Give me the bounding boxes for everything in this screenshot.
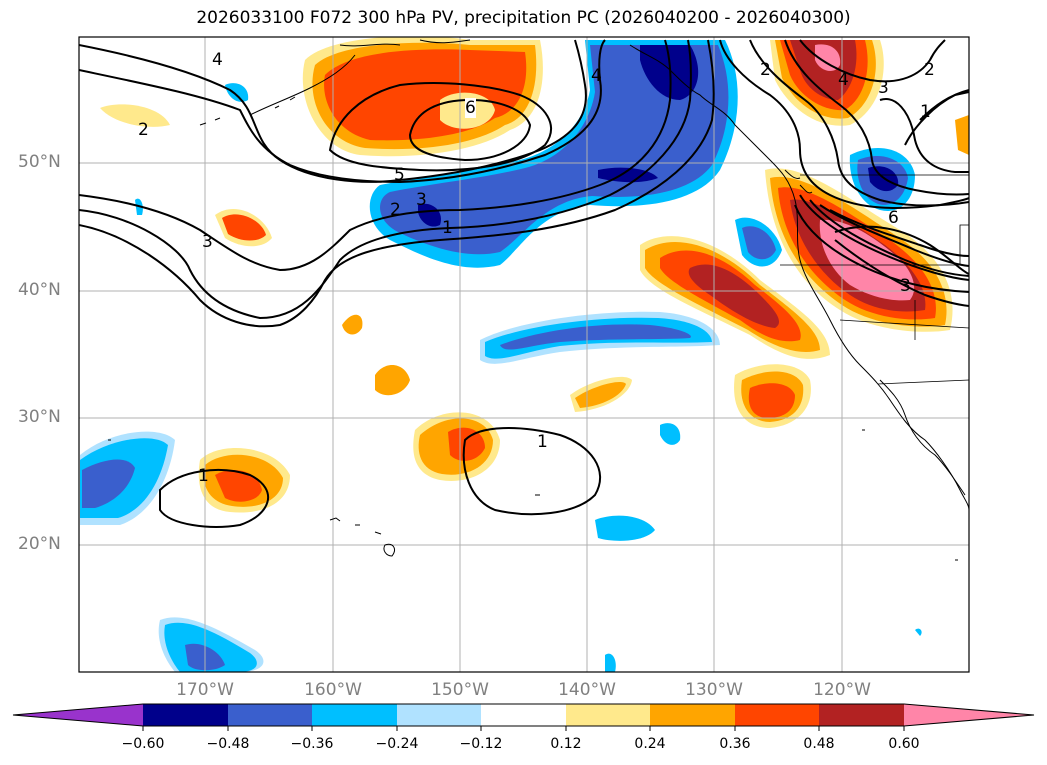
graticule: [79, 37, 969, 672]
lon-label-140w: 140°W: [558, 680, 616, 700]
colorbar-tick-label: 0.24: [634, 736, 666, 752]
lat-label-50n: 50°N: [18, 152, 61, 172]
contour-label: 4: [212, 50, 223, 70]
colorbar-tick-label: −0.36: [290, 736, 334, 752]
contour-label: 1: [198, 466, 209, 486]
colorbar: [12, 703, 1035, 731]
contour-label: 1: [920, 102, 931, 122]
map-area: [79, 37, 969, 672]
colorbar-tick-label: −0.60: [121, 736, 165, 752]
contour-label: 1: [537, 432, 548, 452]
colorbar-extend-low: [13, 704, 143, 726]
contour-label: 3: [202, 232, 213, 252]
contour-label: 2: [760, 60, 771, 80]
lon-label-160w: 160°W: [304, 680, 362, 700]
lon-label-130w: 130°W: [685, 680, 743, 700]
colorbar-tick-label: −0.24: [375, 736, 419, 752]
lon-label-150w: 150°W: [431, 680, 489, 700]
colorbar-tick-label: −0.48: [206, 736, 250, 752]
colorbar-tick-label: −0.12: [459, 736, 503, 752]
colorbar-extend-high: [904, 704, 1034, 726]
map-frame: [78, 36, 970, 673]
colorbar-tick-label: 0.48: [803, 736, 835, 752]
contour-label: 2: [924, 60, 935, 80]
contour-label: 6: [465, 98, 476, 118]
contour-label: 1: [442, 218, 453, 238]
contour-label: 6: [888, 208, 899, 228]
colorbar-tick-label: 0.60: [888, 736, 920, 752]
contour-label: 2: [138, 120, 149, 140]
contour-label: 5: [394, 165, 405, 185]
coastlines: [108, 39, 969, 561]
contour-label: 2: [390, 200, 401, 220]
lon-label-120w: 120°W: [813, 680, 871, 700]
lat-label-40n: 40°N: [18, 280, 61, 300]
contour-label: 4: [591, 66, 602, 86]
contour-label: 3: [878, 78, 889, 98]
colorbar-tick-label: 0.36: [719, 736, 751, 752]
contour-label: 3: [416, 190, 427, 210]
contour-label: 4: [838, 70, 849, 90]
map-title: 2026033100 F072 300 hPa PV, precipitatio…: [196, 8, 851, 28]
lat-label-20n: 20°N: [18, 534, 61, 554]
pv-contours: [79, 39, 969, 528]
contour-label: 3: [900, 276, 911, 296]
lat-label-30n: 30°N: [18, 407, 61, 427]
colorbar-tick-label: 0.12: [550, 736, 582, 752]
lon-label-170w: 170°W: [176, 680, 234, 700]
